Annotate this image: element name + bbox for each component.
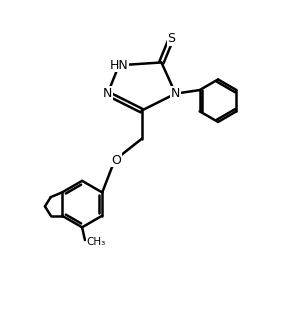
Text: O: O [111, 154, 121, 167]
Text: CH₃: CH₃ [86, 237, 106, 247]
Text: N: N [103, 87, 112, 100]
Text: S: S [167, 32, 175, 45]
Text: HN: HN [110, 59, 128, 72]
Text: N: N [171, 87, 180, 100]
